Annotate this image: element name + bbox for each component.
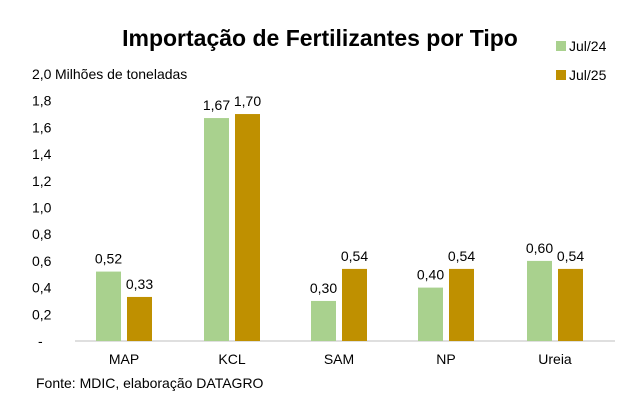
bar-jul25-kcl: [235, 114, 260, 341]
category-labels: MAP KCL SAM NP Ureia: [109, 351, 572, 367]
data-label: 0,54: [557, 248, 584, 264]
y-tick-label: 0,4: [32, 280, 52, 296]
y-tick-label: 1,0: [32, 200, 52, 216]
data-label: 0,40: [417, 267, 444, 283]
y-ticks: - 0,2 0,4 0,6 0,8 1,0 1,2 1,4 1,6 1,8 2,0: [32, 66, 52, 349]
category-label: SAM: [324, 351, 354, 367]
legend-label-jul25: Jul/25: [569, 67, 607, 83]
legend-swatch-jul25: [556, 70, 566, 80]
category-label: Ureia: [538, 351, 572, 367]
y-tick-label: 0,2: [32, 306, 52, 322]
y-tick-label: 1,6: [32, 119, 52, 135]
category-label: NP: [436, 351, 455, 367]
y-tick-label: 1,8: [32, 93, 52, 109]
category-label: KCL: [218, 351, 245, 367]
bar-jul24-map: [96, 271, 121, 341]
data-label: 0,33: [126, 276, 153, 292]
bar-jul24-sam: [311, 300, 336, 341]
bar-jul24-kcl: [204, 118, 229, 342]
data-label: 0,60: [526, 240, 553, 256]
data-label: 1,67: [203, 97, 230, 113]
legend-swatch-jul24: [556, 41, 566, 51]
legend-label-jul24: Jul/24: [569, 38, 607, 54]
bar-jul24-ureia: [527, 260, 552, 341]
y-tick-label: 1,4: [32, 146, 52, 162]
y-tick-label: 1,2: [32, 173, 52, 189]
y-axis-label: Milhões de toneladas: [55, 66, 187, 82]
category-label: MAP: [109, 351, 139, 367]
data-label: 0,52: [95, 251, 122, 267]
data-label: 0,54: [341, 248, 368, 264]
data-label: 1,70: [234, 93, 261, 109]
y-tick-label: 0,8: [32, 226, 52, 242]
source-note: Fonte: MDIC, elaboração DATAGRO: [36, 375, 264, 391]
y-tick-label: 2,0: [32, 66, 52, 82]
bars: 0,520,331,67 1,700,300,540,400,540,600,54: [95, 93, 584, 342]
bar-jul24-np: [418, 287, 443, 341]
data-label: 0,30: [310, 280, 337, 296]
bar-jul25-sam: [342, 268, 367, 341]
y-tick-label: -: [38, 333, 43, 349]
bar-jul25-np: [449, 268, 474, 341]
bar-jul25-map: [127, 296, 152, 341]
bar-jul25-ureia: [558, 268, 583, 341]
y-tick-label: 0,6: [32, 253, 52, 269]
data-label: 0,54: [448, 248, 475, 264]
legend: Jul/24 Jul/25: [556, 38, 607, 83]
chart-title: Importação de Fertilizantes por Tipo: [122, 25, 518, 51]
